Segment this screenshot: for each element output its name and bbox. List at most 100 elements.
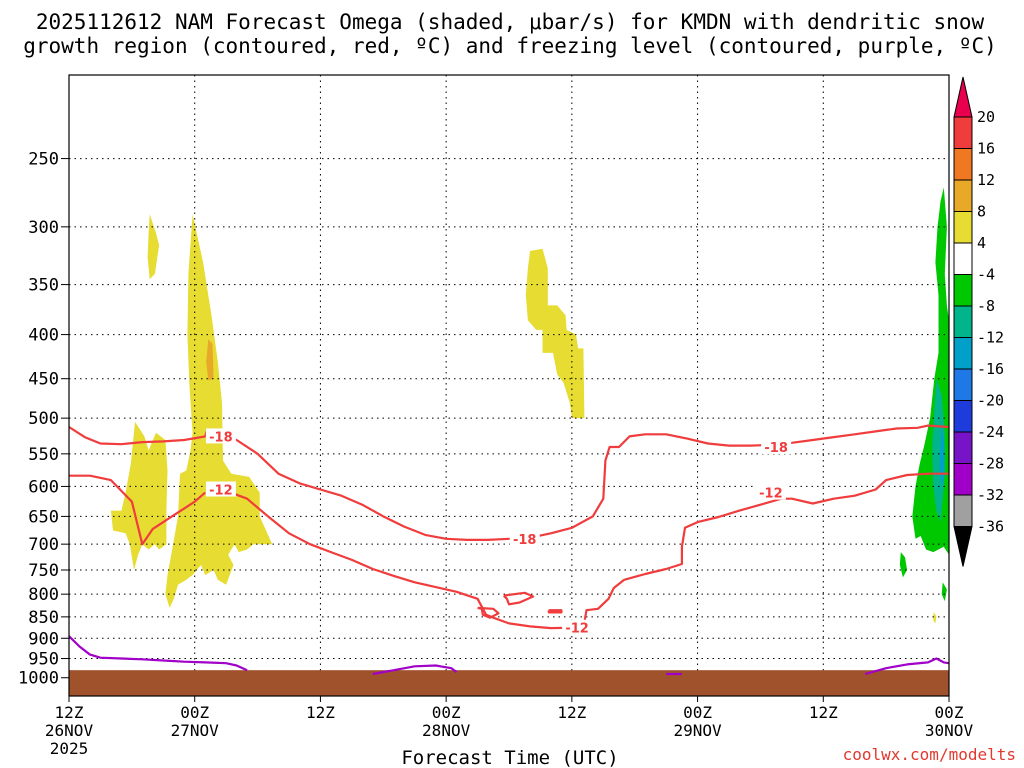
contour-label-0: -18 [209,430,233,445]
colorbar-label-13: -36 [977,518,1004,536]
y-tick-label-950: 950 [28,650,59,670]
colorbar-label-0: 20 [977,108,995,126]
omega-shade-0 [147,214,160,280]
y-tick-label-900: 900 [28,629,59,649]
plot-frame [68,74,950,697]
contour-label-4: -18 [764,441,788,456]
contour-1 [215,424,950,542]
colorbar-segment-2 [953,148,973,181]
colorbar-segment-6 [953,274,973,307]
y-tick-label-800: 800 [28,585,59,605]
plot-area [110,187,949,624]
contour-label-bg-4 [761,438,792,454]
omega-shade-7 [939,425,945,487]
y-tick-label-750: 750 [28,561,59,581]
colorbar-top-arrow [953,76,973,118]
x-tick-label-0-2: 2025 [50,739,89,758]
y-tick-label-400: 400 [28,326,59,346]
contour-3 [225,472,949,630]
x-tick-label-5-0: 00Z [683,703,712,722]
x-tick-label-3-0: 00Z [432,703,461,722]
contour-lines [68,424,950,676]
colorbar-segment-10 [953,400,973,433]
colorbar: 20 16 12 8 4 -4 -8 -12 -16 -20 -24 -28 -32 -36 [953,76,1004,567]
y-tick-label-300: 300 [28,218,59,238]
x-tick-label-1-0: 00Z [180,703,209,722]
colorbar-segment-1 [953,116,973,149]
omega-shade-9 [941,582,947,602]
credit-link[interactable]: coolwx.com/modelts [843,745,1016,764]
omega-shade-6 [932,378,945,523]
x-tick-label-6-0: 12Z [809,703,838,722]
contour-8 [372,664,458,676]
grid [69,75,949,696]
omega-shade-8 [899,552,908,578]
colorbar-label-5: -4 [977,266,995,284]
x-tick-label-1-1: 27NOV [171,721,220,740]
y-tick-label-550: 550 [28,445,59,465]
title-line-2: growth region (contoured, red, ºC) and f… [23,34,997,58]
contour-5 [503,591,535,606]
x-tick-label-4-0: 12Z [557,703,586,722]
ground-fill [69,670,949,696]
y-tick-label-250: 250 [28,150,59,170]
omega-shade-3 [206,339,214,381]
contour-label-1: -12 [209,484,233,499]
colorbar-label-7: -12 [977,329,1004,347]
colorbar-segment-5 [953,242,973,275]
contour-labels: -18 -12 -18 -12 -18 -12 [205,428,792,637]
colorbar-label-10: -24 [977,423,1004,441]
colorbar-label-8: -16 [977,360,1004,378]
x-tick-label-0-1: 26NOV [45,721,94,740]
y-tick-label-500: 500 [28,409,59,429]
contour-10 [864,657,950,676]
x-tick-label-7-0: 00Z [935,703,964,722]
contour-label-3: -12 [565,622,589,637]
contour-7 [68,635,248,672]
colorbar-segment-4 [953,211,973,244]
omega-shade-4 [525,248,585,419]
contour-6 [547,609,563,614]
contour-label-2: -18 [513,533,537,548]
y-tick-label-1000: 1000 [18,669,59,689]
colorbar-label-6: -8 [977,297,995,315]
y-tick-label-450: 450 [28,370,59,390]
contour-2 [69,474,206,546]
x-tick-label-7-1: 30NOV [925,721,974,740]
x-tick-label-3-1: 28NOV [422,721,471,740]
omega-shade-10 [933,612,937,624]
title-line-1: 2025112612 NAM Forecast Omega (shaded, μ… [36,10,985,34]
x-tick-label-2-0: 12Z [306,703,335,722]
contour-label-bg-0 [205,428,236,444]
colorbar-label-9: -20 [977,392,1004,410]
colorbar-segment-8 [953,337,973,370]
x-tick-label-5-1: 29NOV [673,721,722,740]
contour-label-bg-5 [755,484,786,500]
colorbar-label-2: 12 [977,171,995,189]
y-axis: 2503003504004505005506006507007508008509… [18,150,69,689]
contour-4 [477,606,500,619]
colorbar-segment-12 [953,463,973,496]
y-tick-label-600: 600 [28,477,59,497]
omega-shade-2 [110,421,168,570]
ground-rect [69,670,949,696]
contour-0 [68,426,209,446]
colorbar-segment-9 [953,368,973,401]
contour-label-5: -12 [759,487,783,502]
y-tick-label-850: 850 [28,608,59,628]
omega-shade-1 [165,214,273,608]
colorbar-segment-7 [953,305,973,338]
contour-label-bg-1 [205,481,236,497]
y-tick-label-350: 350 [28,276,59,296]
chart-title: 2025112612 NAM Forecast Omega (shaded, μ… [23,10,997,58]
colorbar-label-4: 4 [977,234,986,252]
y-tick-label-650: 650 [28,507,59,527]
colorbar-segment-13 [953,494,973,527]
colorbar-segment-11 [953,431,973,464]
x-axis-label: Forecast Time (UTC) [401,747,618,768]
colorbar-label-12: -32 [977,486,1004,504]
colorbar-bottom-arrow [953,526,973,567]
colorbar-label-1: 16 [977,140,995,158]
